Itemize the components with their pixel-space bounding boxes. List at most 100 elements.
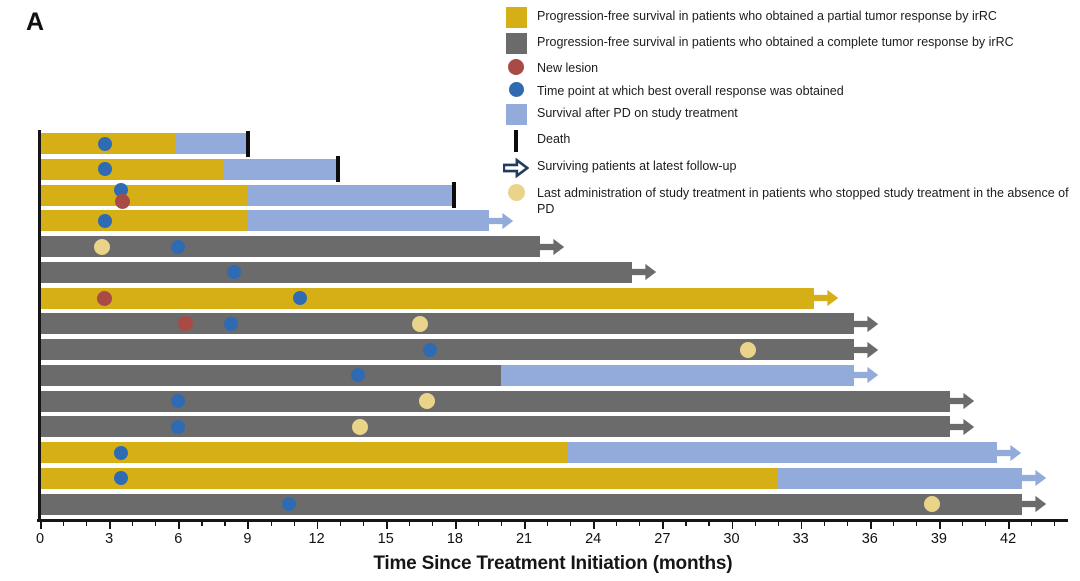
x-minor-tick xyxy=(86,521,88,526)
legend-item: Progression-free survival in patients wh… xyxy=(503,7,1075,28)
bar-segment-post_pd xyxy=(777,467,1022,489)
legend-label: Last administration of study treatment i… xyxy=(537,186,1069,216)
legend-label: Progression-free survival in patients wh… xyxy=(537,9,997,23)
x-minor-tick xyxy=(501,521,503,526)
survivor-arrow xyxy=(853,367,878,384)
bar-segment-complete xyxy=(40,493,1022,515)
legend: Progression-free survival in patients wh… xyxy=(503,7,1075,222)
survivor-arrow xyxy=(1021,495,1047,513)
x-tick-label: 15 xyxy=(377,531,394,547)
legend-label: Time point at which best overall respons… xyxy=(537,83,844,98)
bar-segment-complete xyxy=(40,236,541,257)
bar-segment-complete xyxy=(40,390,951,412)
survivor-arrow xyxy=(996,444,1021,461)
x-tick-label: 6 xyxy=(174,531,183,547)
x-tick-label: 12 xyxy=(308,531,325,547)
x-minor-tick xyxy=(777,521,779,526)
bar-segment-complete xyxy=(40,261,633,283)
partial-legend-icon xyxy=(503,7,529,28)
x-tick-label: 18 xyxy=(446,531,463,547)
x-major-tick xyxy=(800,521,803,529)
x-minor-tick xyxy=(639,521,641,526)
complete-legend-icon xyxy=(503,33,529,54)
death-marker xyxy=(451,182,456,208)
bar-segment-partial xyxy=(40,158,225,180)
x-major-tick xyxy=(938,521,941,529)
best-response-marker xyxy=(113,445,128,460)
legend-item: Death xyxy=(503,130,1075,152)
x-axis-line xyxy=(37,519,1068,522)
new-lesion-marker xyxy=(97,290,113,306)
best-response-marker xyxy=(171,239,186,254)
x-tick-label: 24 xyxy=(585,531,602,547)
x-minor-tick xyxy=(339,521,341,526)
x-major-tick xyxy=(1008,521,1010,529)
new_lesion-legend-icon xyxy=(503,59,529,75)
legend-item: Progression-free survival in patients wh… xyxy=(503,33,1075,54)
last-admin-marker xyxy=(739,341,756,358)
last-admin-marker xyxy=(924,496,941,512)
x-major-tick xyxy=(593,521,595,529)
survivor-arrow xyxy=(853,341,878,358)
bar-segment-partial xyxy=(40,210,248,232)
post_pd-legend-icon xyxy=(503,104,529,125)
best-response-marker xyxy=(281,497,296,511)
bar-segment-complete xyxy=(40,364,501,386)
x-minor-tick xyxy=(962,521,964,526)
death-marker xyxy=(246,130,251,157)
legend-label: Survival after PD on study treatment xyxy=(537,106,738,120)
last_admin-legend-icon xyxy=(503,184,529,201)
best-response-marker xyxy=(422,342,437,357)
x-minor-tick xyxy=(708,521,710,526)
survivor-arrow xyxy=(540,238,565,255)
bar-segment-complete xyxy=(40,313,854,335)
x-minor-tick xyxy=(547,521,549,526)
bar-segment-complete xyxy=(40,339,854,360)
survivor-arrow xyxy=(950,392,975,410)
legend-label: Surviving patients at latest follow-up xyxy=(537,159,737,173)
panel-label: A xyxy=(26,8,45,36)
x-axis-title: Time Since Treatment Initiation (months) xyxy=(373,553,733,574)
survivor-arrow xyxy=(489,212,514,229)
bar-segment-post_pd xyxy=(501,364,854,386)
x-minor-tick xyxy=(477,521,480,526)
bar-segment-partial xyxy=(40,467,778,489)
survivor-arrow xyxy=(1021,470,1047,487)
legend-label: Death xyxy=(537,132,571,146)
x-minor-tick xyxy=(1031,521,1033,526)
x-tick-label: 9 xyxy=(243,531,252,547)
x-minor-tick xyxy=(293,521,295,526)
best-response-marker xyxy=(293,291,308,305)
survivor-arrow xyxy=(632,264,657,281)
x-major-tick xyxy=(454,521,457,529)
x-minor-tick xyxy=(754,521,756,526)
y-axis-line xyxy=(38,130,41,519)
x-tick-label: 27 xyxy=(654,531,671,547)
x-major-tick xyxy=(178,521,181,529)
x-tick-label: 42 xyxy=(1000,531,1017,547)
x-minor-tick xyxy=(224,521,226,526)
x-minor-tick xyxy=(685,521,687,526)
x-tick-label: 33 xyxy=(792,531,809,547)
bar-segment-partial xyxy=(40,287,815,309)
legend-label: Progression-free survival in patients wh… xyxy=(537,35,1014,49)
x-major-tick xyxy=(109,521,111,529)
x-minor-tick xyxy=(408,521,410,526)
x-tick-label: 30 xyxy=(723,531,740,547)
best-response-marker xyxy=(226,265,241,280)
legend-label: New lesion xyxy=(537,61,599,75)
last-admin-marker xyxy=(412,315,429,332)
x-tick-label: 21 xyxy=(515,531,533,547)
best-response-marker xyxy=(171,419,186,434)
survivor-arrow xyxy=(853,315,878,332)
bar-segment-partial xyxy=(40,184,248,206)
x-minor-tick xyxy=(155,521,157,526)
x-tick-label: 3 xyxy=(105,531,114,547)
last-admin-marker xyxy=(94,238,111,255)
x-tick-label: 36 xyxy=(861,531,878,547)
best-response-marker xyxy=(171,394,186,408)
bar-segment-post_pd xyxy=(224,158,338,180)
x-major-tick xyxy=(869,521,872,529)
best-response-marker xyxy=(351,368,366,383)
